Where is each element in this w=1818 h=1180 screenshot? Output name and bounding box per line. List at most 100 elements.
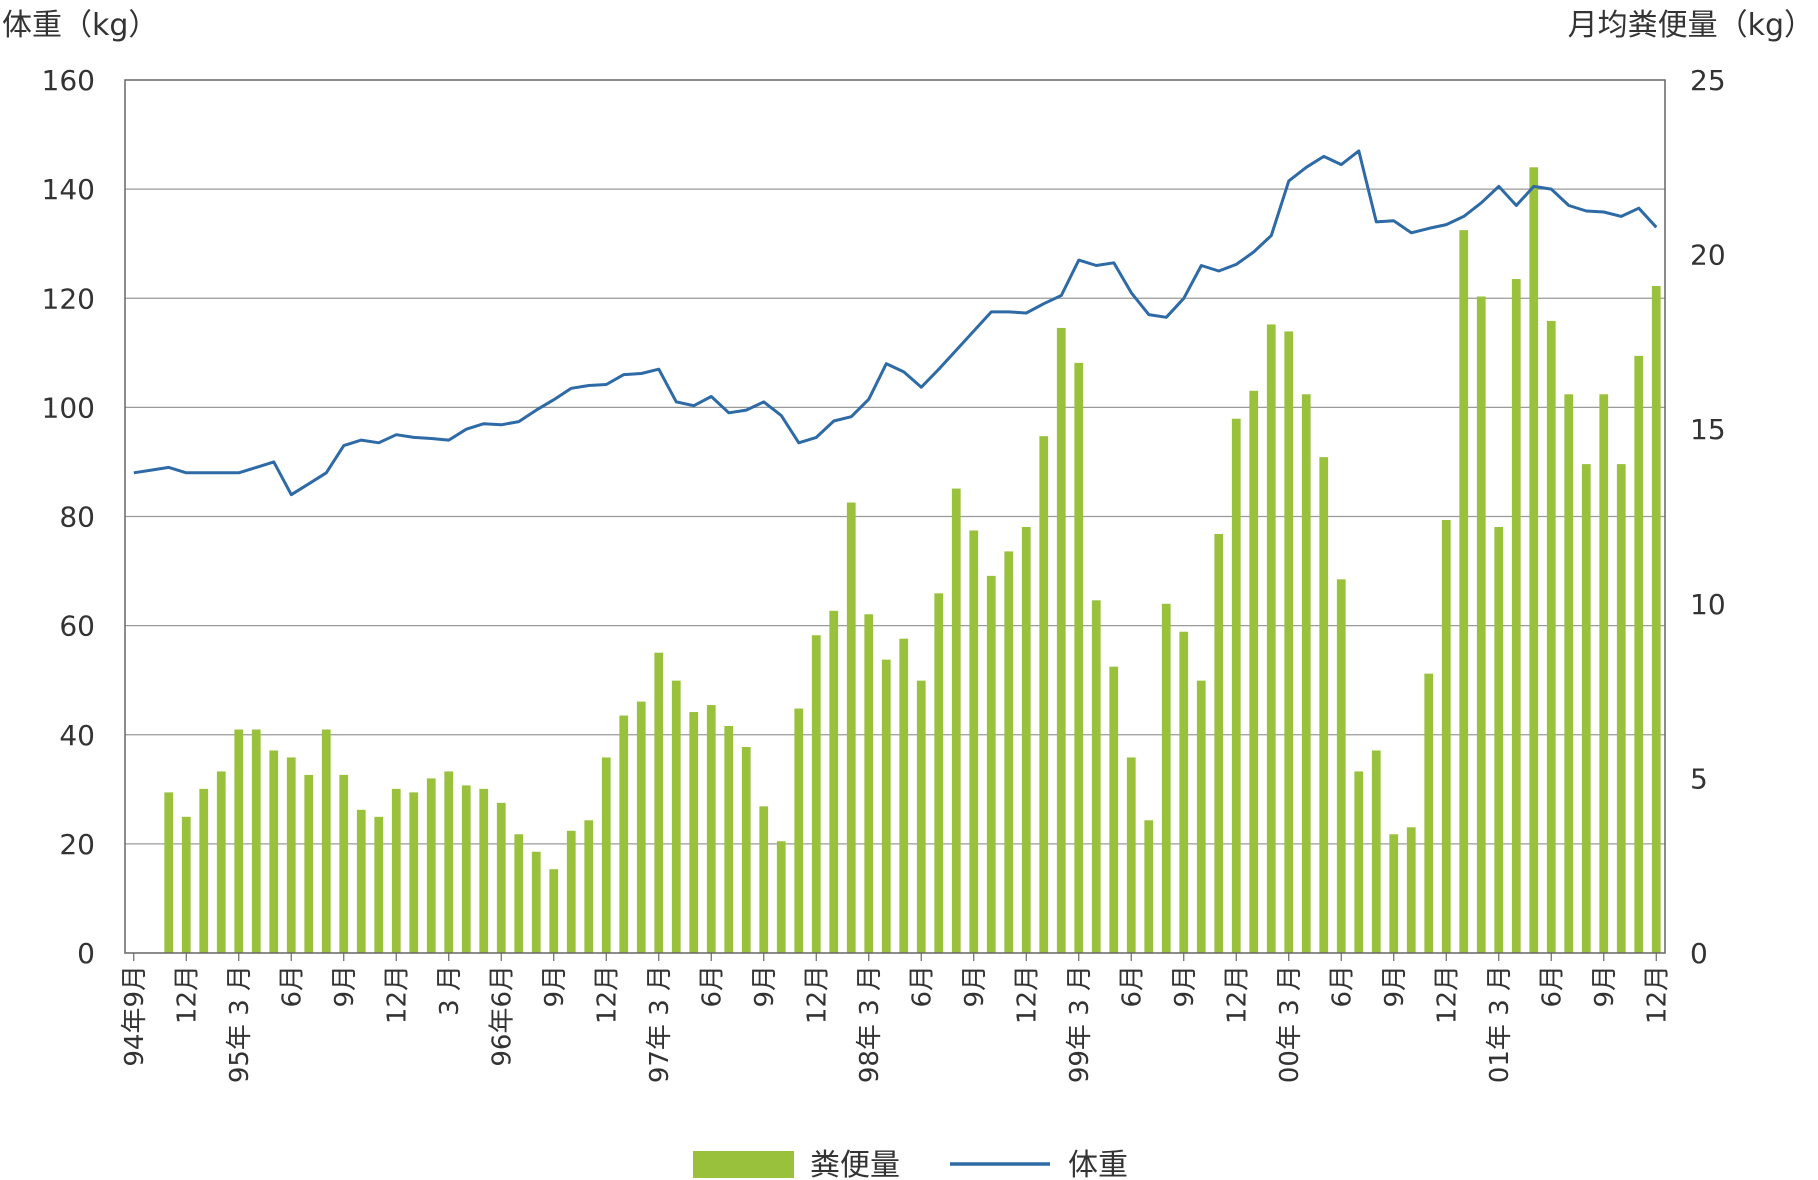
bar-feces bbox=[426, 778, 436, 953]
bar-feces bbox=[724, 726, 734, 953]
left-tick-label: 0 bbox=[77, 937, 95, 970]
left-tick-label: 120 bbox=[42, 282, 95, 315]
bar-feces bbox=[811, 635, 821, 953]
bar-feces bbox=[409, 792, 419, 953]
bar-feces bbox=[706, 705, 716, 953]
left-tick-label: 40 bbox=[59, 719, 95, 752]
bar-feces bbox=[1564, 394, 1574, 953]
x-tick-label: 12月 bbox=[592, 965, 622, 1024]
bar-feces bbox=[181, 816, 191, 953]
bar-feces bbox=[391, 788, 401, 953]
bar-feces bbox=[776, 841, 786, 953]
bar-feces bbox=[1406, 827, 1416, 953]
bar-feces bbox=[881, 659, 891, 953]
x-tick-label: 12月 bbox=[802, 965, 832, 1024]
bar-feces bbox=[1161, 603, 1171, 953]
bar-feces bbox=[304, 774, 314, 953]
bar-feces bbox=[794, 708, 804, 953]
bar-feces bbox=[164, 792, 174, 953]
bar-feces bbox=[951, 488, 961, 953]
bar-feces bbox=[1196, 680, 1206, 953]
bar-feces bbox=[969, 530, 979, 953]
bar-feces bbox=[1599, 394, 1609, 953]
bar-feces bbox=[479, 788, 489, 953]
x-tick-label: 9月 bbox=[750, 965, 780, 1008]
left-tick-label: 80 bbox=[59, 501, 95, 534]
x-tick-label: 9月 bbox=[1590, 965, 1620, 1008]
bar-feces bbox=[986, 575, 996, 953]
bar-feces bbox=[689, 712, 699, 953]
x-tick-label: 6月 bbox=[907, 965, 937, 1008]
bar-feces bbox=[916, 680, 926, 953]
x-tick-label: 6月 bbox=[697, 965, 727, 1008]
x-tick-label: 3 月 bbox=[435, 965, 465, 1016]
legend-label-feces: 粪便量 bbox=[810, 1148, 900, 1180]
bar-feces bbox=[1004, 551, 1014, 953]
bar-feces bbox=[584, 820, 594, 953]
bar-feces bbox=[1249, 390, 1259, 954]
line-weight bbox=[133, 149, 1658, 497]
bar-feces bbox=[374, 816, 384, 953]
bar-feces bbox=[1616, 464, 1626, 953]
x-tick-label: 9月 bbox=[540, 965, 570, 1008]
bar-feces bbox=[934, 593, 944, 953]
left-tick-label: 100 bbox=[42, 391, 95, 424]
bar-feces bbox=[1091, 600, 1101, 953]
x-tick-label: 6月 bbox=[1537, 965, 1567, 1008]
bar-feces bbox=[199, 788, 209, 953]
x-tick-label: 00年 3 月 bbox=[1275, 965, 1305, 1083]
bar-feces bbox=[1459, 230, 1469, 953]
legend: 粪便量 体重 bbox=[693, 1148, 1128, 1180]
x-tick-label: 94年9月 bbox=[120, 965, 150, 1067]
bar-feces bbox=[1021, 526, 1031, 953]
bar-feces bbox=[1476, 296, 1486, 953]
right-tick-label: 10 bbox=[1690, 588, 1726, 621]
x-tick-label: 01年 3 月 bbox=[1485, 965, 1515, 1083]
legend-label-weight: 体重 bbox=[1068, 1148, 1128, 1180]
right-tick-label: 20 bbox=[1690, 239, 1726, 272]
x-tick-label: 99年 3 月 bbox=[1065, 965, 1095, 1083]
bar-feces bbox=[671, 680, 681, 953]
bar-feces bbox=[1266, 324, 1276, 953]
bar-feces bbox=[1179, 631, 1189, 953]
bar-feces bbox=[269, 750, 279, 953]
bar-feces bbox=[1529, 167, 1539, 954]
bar-feces bbox=[531, 851, 541, 953]
x-tick-label: 12月 bbox=[172, 965, 202, 1024]
left-axis: 0 20 40 60 80 100 120 140 160 bbox=[42, 64, 95, 970]
left-axis-title: 体重（kg） bbox=[2, 8, 158, 43]
x-tick-label: 12月 bbox=[1012, 965, 1042, 1024]
bar-feces bbox=[356, 809, 366, 953]
plot-area-frame bbox=[124, 79, 1666, 954]
bar-feces bbox=[549, 869, 559, 953]
bar-feces bbox=[1634, 355, 1644, 953]
x-tick-label: 98年 3 月 bbox=[855, 965, 885, 1083]
x-tick-label: 6月 bbox=[1327, 965, 1357, 1008]
x-tick-label: 12月 bbox=[1432, 965, 1462, 1024]
x-tick-label: 12月 bbox=[1642, 965, 1672, 1024]
bar-feces bbox=[759, 806, 769, 953]
x-tick-label: 97年 3 月 bbox=[645, 965, 675, 1083]
bar-feces bbox=[321, 729, 331, 953]
right-tick-label: 15 bbox=[1690, 413, 1726, 446]
left-tick-label: 140 bbox=[42, 173, 95, 206]
bar-feces bbox=[1074, 362, 1084, 953]
gridlines bbox=[125, 188, 1665, 845]
bar-feces bbox=[1056, 327, 1066, 953]
x-tick-label: 6月 bbox=[277, 965, 307, 1008]
bar-feces bbox=[1231, 418, 1241, 953]
right-axis: 0 5 10 15 20 25 bbox=[1690, 64, 1726, 970]
x-tick-label: 9月 bbox=[1380, 965, 1410, 1008]
bar-feces bbox=[444, 771, 454, 953]
x-tick-label: 9月 bbox=[330, 965, 360, 1008]
bar-feces bbox=[1284, 331, 1294, 953]
bar-feces bbox=[1214, 533, 1224, 953]
bar-feces bbox=[1126, 757, 1136, 953]
bar-feces bbox=[601, 757, 611, 953]
bar-feces bbox=[566, 830, 576, 953]
x-tick-label: 12月 bbox=[382, 965, 412, 1024]
bar-feces bbox=[1319, 457, 1329, 953]
bar-feces bbox=[741, 746, 751, 953]
bar-feces bbox=[1336, 579, 1346, 953]
